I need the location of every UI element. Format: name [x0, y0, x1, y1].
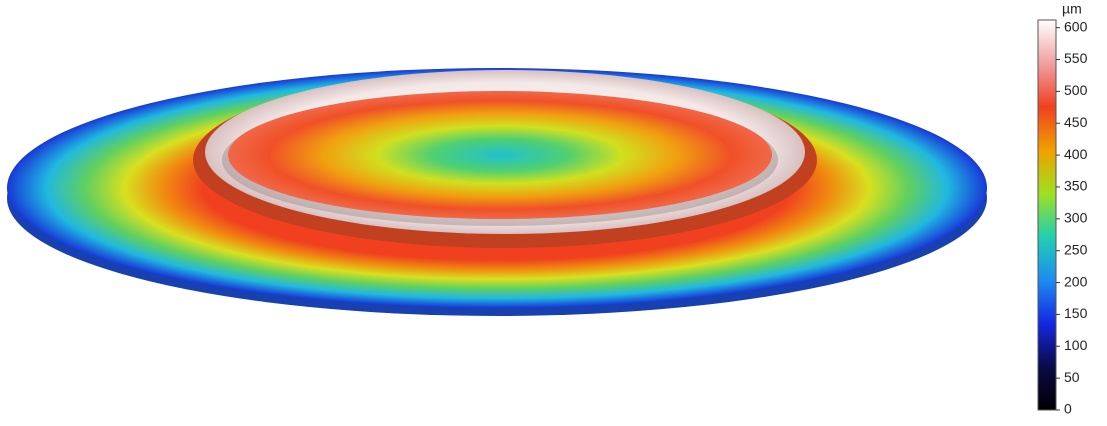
colorbar-tick-label: 400	[1064, 146, 1088, 162]
colorbar-tick-label: 300	[1064, 210, 1088, 226]
colorbar-tick-label: 100	[1064, 337, 1088, 353]
colorbar-tick-label: 250	[1064, 241, 1088, 257]
colorbar-tick-label: 550	[1064, 50, 1088, 66]
surface-inner	[228, 91, 772, 219]
colorbar-label: µm	[1062, 1, 1082, 17]
colorbar-tick-label: 150	[1064, 305, 1088, 321]
colorbar	[1037, 19, 1057, 411]
colorbar-tick-label: 500	[1064, 82, 1088, 98]
colorbar-tick-label: 450	[1064, 114, 1088, 130]
colorbar-tick-label: 50	[1064, 369, 1080, 385]
colorbar-tick-label: 0	[1064, 401, 1072, 417]
colorbar-tick-label: 200	[1064, 273, 1088, 289]
colorbar-tick-label: 350	[1064, 178, 1088, 194]
surface	[7, 68, 987, 316]
colorbar-tick-label: 600	[1064, 18, 1088, 34]
